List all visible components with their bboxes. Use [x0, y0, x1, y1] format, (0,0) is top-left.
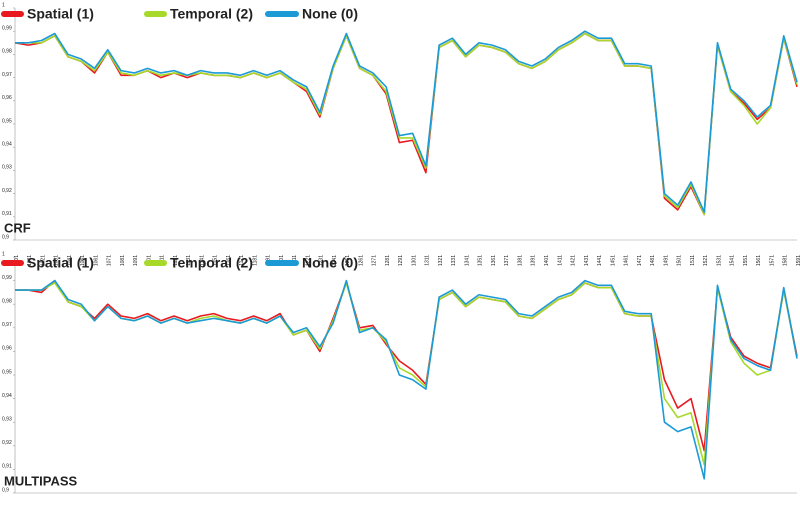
x-tick-label: 1041 [67, 255, 73, 266]
x-tick-label: 1441 [597, 255, 603, 266]
series-line [15, 279, 798, 452]
x-tick-label: 1501 [677, 255, 683, 266]
y-tick-label: 0,9 [2, 487, 9, 493]
legend-label: Spatial (1) [27, 6, 94, 22]
y-tick-label: 0,92 [2, 188, 12, 194]
series-line [15, 30, 798, 213]
x-tick-label: 1471 [637, 255, 643, 266]
x-tick-label: 1421 [571, 255, 577, 266]
x-tick-label: 1571 [769, 255, 775, 266]
y-tick-label: 0,94 [2, 142, 12, 148]
y-tick-label: 1 [2, 251, 5, 257]
x-tick-label: 1121 [173, 255, 179, 266]
x-tick-label: 1261 [358, 255, 364, 266]
chart-title: CRF [4, 220, 31, 235]
x-tick-label: 1171 [239, 255, 245, 266]
y-tick-label: 0,95 [2, 118, 12, 124]
x-tick-label: 1161 [226, 255, 232, 266]
y-tick-label: 0,97 [2, 322, 12, 328]
y-tick-label: 0,91 [2, 464, 12, 470]
x-tick-label: 1531 [716, 255, 722, 266]
x-tick-label: 1481 [650, 255, 656, 266]
x-tick-label: 1111 [160, 255, 166, 265]
x-tick-label: 1021 [40, 255, 46, 266]
x-tick-label: 1051 [80, 255, 86, 266]
x-tick-label: 1551 [743, 255, 749, 266]
y-tick-label: 0,93 [2, 165, 12, 171]
x-tick-label: 1591 [796, 255, 800, 266]
x-tick-label: 1331 [451, 255, 457, 266]
y-tick-label: 0,9 [2, 234, 9, 240]
x-tick-label: 1461 [624, 255, 630, 266]
x-tick-label: 1131 [186, 255, 192, 266]
y-tick-label: 1 [2, 2, 5, 8]
y-tick-label: 0,99 [2, 26, 12, 32]
legend-label: None (0) [302, 6, 358, 22]
y-tick-label: 0,98 [2, 49, 12, 55]
x-tick-label: 1091 [133, 255, 139, 266]
series-line [15, 282, 798, 466]
series-line [15, 279, 798, 480]
x-tick-label: 1351 [478, 255, 484, 266]
y-tick-label: 0,93 [2, 417, 12, 423]
x-tick-label: 1011 [27, 255, 33, 266]
x-tick-label: 1521 [703, 255, 709, 266]
x-tick-label: 1061 [93, 255, 99, 266]
y-tick-label: 0,94 [2, 393, 12, 399]
x-tick-label: 1071 [107, 255, 113, 266]
series-line [14, 32, 798, 216]
x-tick-label: 1251 [345, 255, 351, 266]
chart-title: MULTIPASS [4, 473, 78, 488]
x-tick-label: 1321 [438, 255, 444, 266]
x-tick-label: 1281 [385, 255, 391, 266]
x-tick-label: 1431 [584, 255, 590, 266]
y-tick-label: 0,95 [2, 369, 12, 375]
x-tick-label: 1231 [319, 255, 325, 266]
x-tick-label: 1141 [199, 255, 205, 266]
y-tick-label: 0,91 [2, 211, 12, 217]
x-tick-label: 1381 [517, 255, 523, 266]
x-tick-label: 1181 [252, 255, 258, 266]
y-tick-label: 0,97 [2, 72, 12, 78]
legend-label: Spatial (1) [27, 255, 94, 271]
x-tick-label: 1221 [305, 255, 311, 266]
y-tick-label: 0,96 [2, 346, 12, 352]
x-tick-label: 1401 [544, 255, 550, 266]
x-tick-label: 1311 [425, 255, 431, 266]
series-line [15, 32, 798, 216]
legend-label: Temporal (2) [170, 255, 253, 271]
x-tick-label: 1241 [332, 255, 338, 266]
x-tick-label: 1561 [756, 255, 762, 266]
legend-label: None (0) [302, 255, 358, 271]
x-tick-label: 1301 [411, 255, 417, 266]
x-tick-label: 1371 [504, 255, 510, 266]
x-tick-label: 1151 [213, 255, 219, 266]
x-tick-label: 1541 [730, 255, 736, 266]
x-tick-label: 1361 [491, 255, 497, 266]
x-tick-label: 1341 [464, 255, 470, 266]
x-tick-label: 1271 [372, 255, 378, 266]
x-tick-label: 1581 [783, 255, 789, 266]
x-tick-label: 1391 [531, 255, 537, 266]
x-tick-label: 1031 [54, 255, 60, 266]
x-tick-label: 1451 [610, 255, 616, 266]
x-tick-label: 1491 [663, 255, 669, 266]
x-tick-label: 1291 [398, 255, 404, 266]
legend-label: Temporal (2) [170, 6, 253, 22]
x-tick-label: 1081 [120, 255, 126, 266]
y-tick-label: 0,96 [2, 95, 12, 101]
y-tick-label: 0,92 [2, 440, 12, 446]
y-tick-label: 0,99 [2, 275, 12, 281]
x-tick-label: 1411 [557, 255, 563, 266]
x-tick-label: 1511 [690, 255, 696, 266]
y-tick-label: 0,98 [2, 299, 12, 305]
